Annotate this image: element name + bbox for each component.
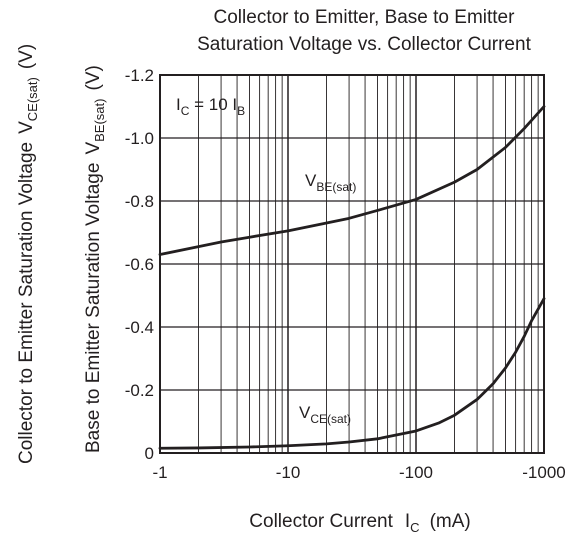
series-label-vbe: VBE(sat) bbox=[305, 171, 356, 194]
plot-frame bbox=[159, 74, 545, 454]
tick-labels: -1 -10 -100 -1000 0 -0.2 -0.4 -0.6 -0.8 -1.0 -1.2 bbox=[125, 66, 566, 482]
vce-sat-curve bbox=[158, 297, 546, 450]
major-gridlines bbox=[160, 75, 544, 453]
x-tick-label: -10 bbox=[276, 463, 301, 482]
vbe-sat-curve bbox=[158, 105, 546, 256]
series-label-vce: VCE(sat) bbox=[299, 403, 351, 426]
x-tick-label: -1000 bbox=[522, 463, 565, 482]
y-tick-label: -1.2 bbox=[125, 66, 154, 85]
y-tick-label: -0.8 bbox=[125, 192, 154, 211]
y-tick-label: -0.2 bbox=[125, 381, 154, 400]
y-axis-label-outer: Collector to Emitter Saturation VoltageV… bbox=[16, 44, 40, 464]
y-tick-label: -0.4 bbox=[125, 318, 154, 337]
chart-title-line-1: Collector to Emitter, Base to Emitter bbox=[214, 7, 516, 28]
condition-label: IC = 10 IB bbox=[176, 95, 245, 118]
y-tick-label: -0.6 bbox=[125, 255, 154, 274]
x-tick-label: -1 bbox=[152, 463, 167, 482]
y-tick-label: 0 bbox=[145, 444, 154, 463]
chart-title-line-2: Saturation Voltage vs. Collector Current bbox=[197, 34, 531, 55]
x-axis-label: Collector Current IC (mA) bbox=[249, 511, 470, 535]
y-axis-label-inner: Base to Emitter Saturation VoltageVBE(sa… bbox=[83, 65, 107, 453]
x-tick-label: -100 bbox=[399, 463, 433, 482]
series-curves bbox=[158, 105, 546, 450]
y-tick-label: -1.0 bbox=[125, 129, 154, 148]
